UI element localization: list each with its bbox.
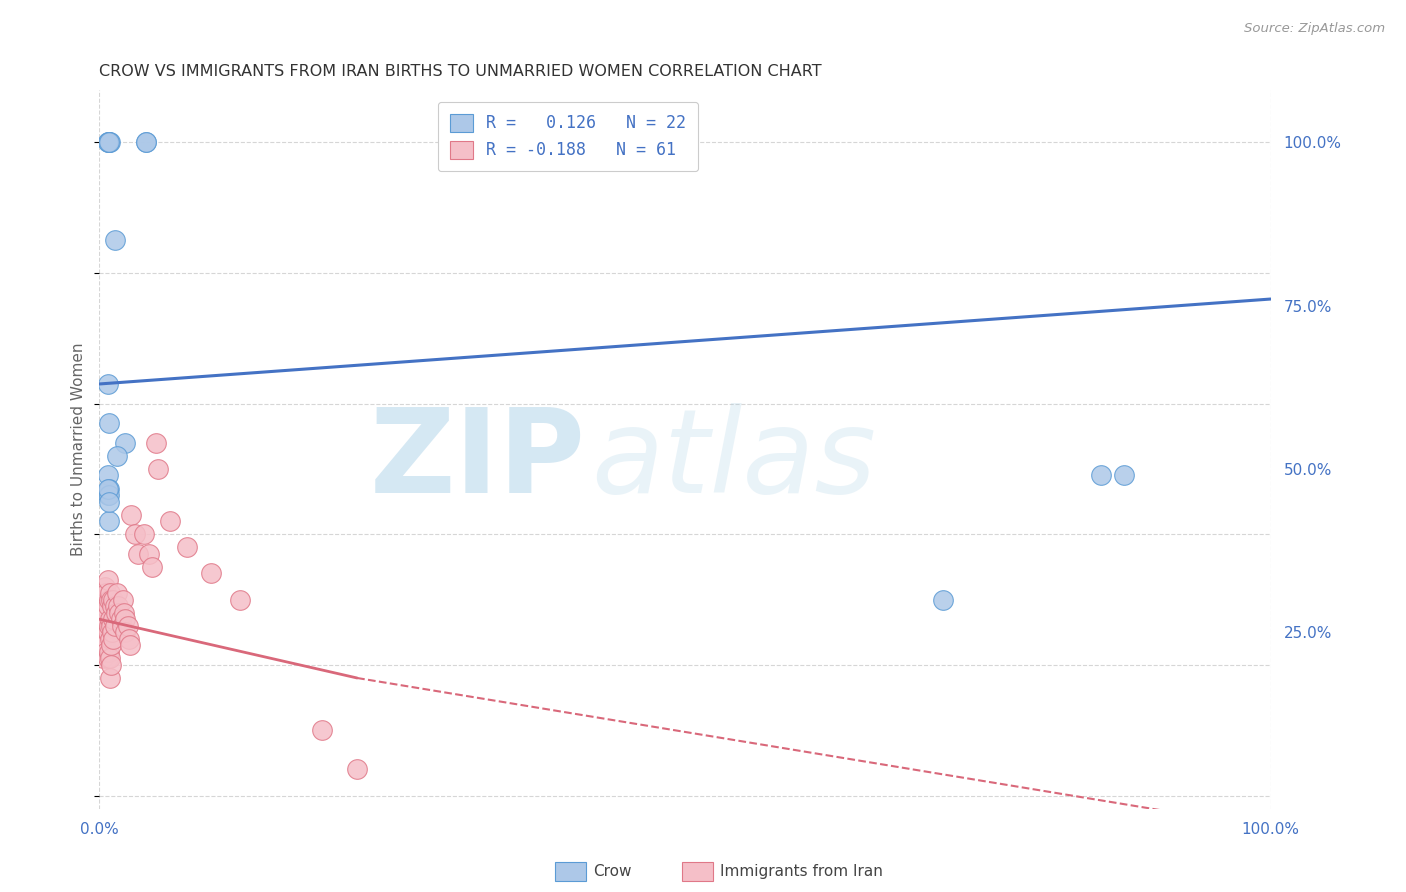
Point (103, 592, 125, 607)
Point (110, 612, 132, 626)
Text: atlas: atlas (592, 403, 876, 517)
Point (97, 618, 120, 632)
Point (97, 625, 120, 640)
Point (98, 651, 121, 665)
Legend: R =   0.126   N = 22, R = -0.188   N = 61: R = 0.126 N = 22, R = -0.188 N = 61 (437, 102, 697, 171)
Point (117, 618, 139, 632)
Point (97, 573, 120, 587)
Point (97, 592, 120, 607)
Point (101, 599, 124, 614)
Point (97, 135, 120, 149)
Point (97, 514, 120, 528)
Text: ZIP: ZIP (370, 402, 585, 517)
Point (91, 651, 114, 665)
Point (104, 606, 127, 620)
Point (346, 763, 368, 777)
Point (100, 618, 122, 632)
Point (135, 135, 157, 149)
Point (98, 586, 121, 600)
Text: CROW VS IMMIGRANTS FROM IRAN BIRTHS TO UNMARRIED WOMEN CORRELATION CHART: CROW VS IMMIGRANTS FROM IRAN BIRTHS TO U… (100, 64, 823, 79)
Point (200, 566, 222, 581)
Point (141, 560, 163, 574)
Point (311, 723, 333, 738)
Point (93, 632, 115, 646)
Y-axis label: Births to Unmarried Women: Births to Unmarried Women (72, 343, 86, 556)
Point (97, 599, 120, 614)
Point (1090, 468, 1112, 483)
Point (97, 488, 120, 502)
Point (176, 541, 198, 555)
Point (97, 494, 120, 508)
Point (105, 449, 128, 463)
Point (97, 482, 120, 496)
Point (97, 135, 120, 149)
Point (105, 586, 128, 600)
Point (96, 618, 118, 632)
Point (118, 632, 141, 646)
Point (229, 592, 252, 607)
Point (124, 527, 146, 541)
Point (111, 592, 134, 607)
Point (91, 612, 114, 626)
Point (104, 599, 127, 614)
Text: Immigrants from Iran: Immigrants from Iran (720, 864, 883, 879)
Point (98, 671, 121, 685)
Point (111, 618, 134, 632)
Point (100, 592, 122, 607)
Point (108, 606, 131, 620)
Point (91, 632, 114, 646)
Text: Crow: Crow (593, 864, 631, 879)
Text: Source: ZipAtlas.com: Source: ZipAtlas.com (1244, 22, 1385, 36)
Point (97, 468, 120, 483)
Point (114, 612, 136, 626)
Point (145, 435, 167, 450)
Point (97, 482, 120, 496)
Point (96, 586, 118, 600)
Point (100, 638, 122, 652)
Point (98, 632, 121, 646)
Point (97, 135, 120, 149)
Point (97, 488, 120, 502)
Point (101, 625, 124, 640)
Point (114, 435, 136, 450)
Point (97, 376, 120, 391)
Point (94, 606, 117, 620)
Point (159, 514, 181, 528)
Point (96, 645, 118, 659)
Point (118, 638, 141, 652)
Point (114, 625, 136, 640)
Point (97, 651, 120, 665)
Point (146, 462, 169, 476)
Point (104, 618, 127, 632)
Point (1114, 468, 1136, 483)
Point (97, 416, 120, 430)
Point (103, 612, 125, 626)
Point (94, 638, 117, 652)
Point (120, 508, 142, 522)
Point (98, 135, 121, 149)
Point (135, 135, 157, 149)
Point (97, 135, 120, 149)
Point (138, 547, 160, 561)
Point (93, 599, 115, 614)
Point (97, 645, 120, 659)
Point (931, 592, 953, 607)
Point (100, 657, 122, 672)
Point (132, 527, 155, 541)
Point (103, 632, 125, 646)
Point (112, 606, 135, 620)
Point (107, 599, 129, 614)
Point (98, 612, 121, 626)
Point (94, 580, 117, 594)
Point (104, 233, 127, 247)
Point (127, 547, 149, 561)
